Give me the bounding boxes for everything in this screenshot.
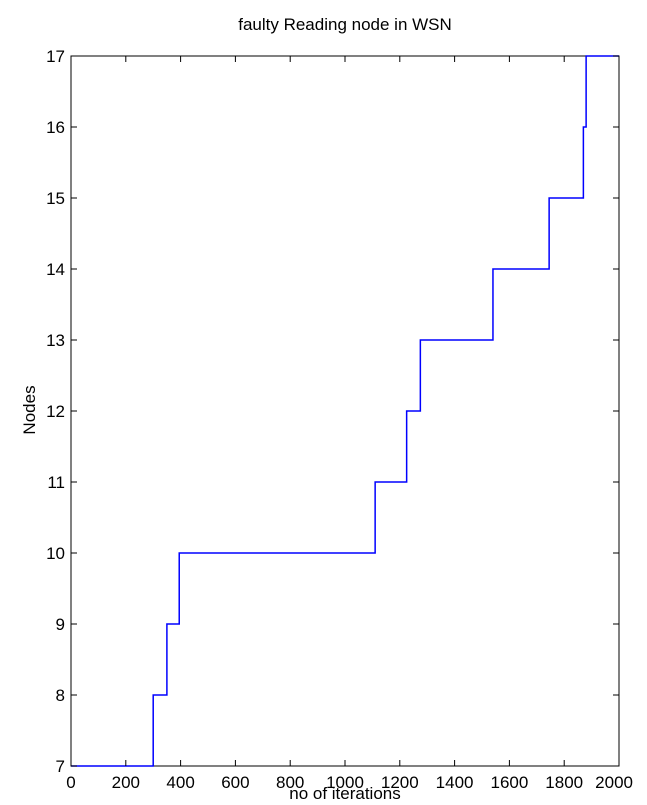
x-tick-label: 0 xyxy=(66,773,75,792)
y-tick-label: 16 xyxy=(46,118,65,137)
x-axis-ticks: 0 200 400 600 800 1000 1200 1400 1600 1800 2000 xyxy=(66,56,633,792)
y-tick-label: 15 xyxy=(46,189,65,208)
y-tick-label: 8 xyxy=(56,686,65,705)
y-tick-label: 12 xyxy=(46,402,65,421)
chart-title: faulty Reading node in WSN xyxy=(238,15,452,34)
x-tick-label: 1800 xyxy=(545,773,583,792)
plot-area xyxy=(70,55,620,767)
x-tick-label: 2000 xyxy=(595,773,633,792)
y-tick-label: 13 xyxy=(46,331,65,350)
y-tick-label: 7 xyxy=(56,757,65,776)
data-series-line-1 xyxy=(71,55,619,767)
x-tick-label: 1000 xyxy=(326,773,364,792)
x-tick-label: 1200 xyxy=(381,773,419,792)
y-axis-ticks: 7 8 9 10 11 12 13 14 15 16 17 xyxy=(46,47,619,776)
y-tick-label: 17 xyxy=(46,47,65,66)
x-tick-label: 1400 xyxy=(436,773,474,792)
x-tick-label: 800 xyxy=(276,773,304,792)
y-axis-label: Nodes xyxy=(20,385,39,434)
y-tick-label: 10 xyxy=(46,544,65,563)
y-tick-label: 11 xyxy=(47,473,65,492)
x-tick-label: 400 xyxy=(166,773,194,792)
x-tick-label: 600 xyxy=(221,773,249,792)
x-axis-label: no of iterations xyxy=(289,784,401,803)
x-tick-label: 1600 xyxy=(490,773,528,792)
plot-frame xyxy=(70,55,620,767)
y-tick-label: 14 xyxy=(46,260,65,279)
x-tick-label: 200 xyxy=(112,773,140,792)
y-tick-label: 9 xyxy=(56,615,65,634)
